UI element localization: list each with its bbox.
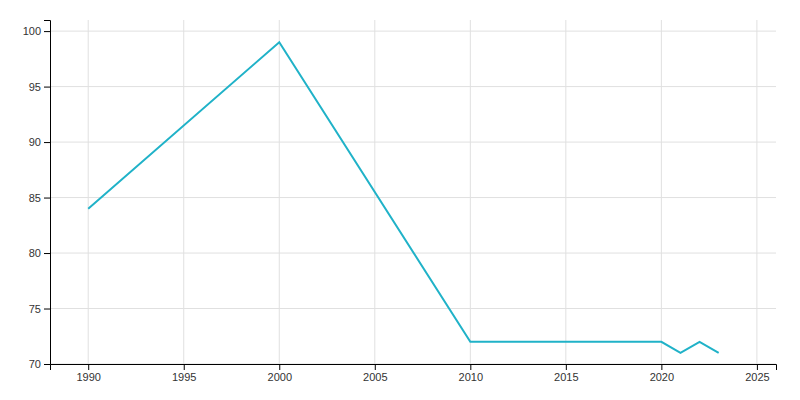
grid-line-x (661, 20, 662, 364)
x-tick-label: 2020 (650, 371, 674, 383)
y-tick-label: 90 (29, 136, 41, 148)
x-tick-mark (566, 364, 567, 370)
grid-line-x (88, 20, 89, 364)
y-tick: 80 (29, 247, 50, 259)
x-tick-mark (184, 364, 185, 370)
y-tick-mark (44, 198, 50, 199)
grid-line-y (50, 308, 776, 309)
y-tick-mark (44, 309, 50, 310)
y-tick: 100 (23, 25, 50, 37)
x-tick-mark (757, 364, 758, 370)
y-axis: 70 75 80 85 90 95 100 (23, 21, 51, 371)
y-tick-label: 95 (29, 81, 41, 93)
x-tick-mark (279, 364, 280, 370)
y-tick: 70 (29, 358, 50, 370)
x-axis: 1990 1995 2000 2005 2010 2015 2020 2025 (51, 364, 777, 383)
grid-line-y (50, 197, 776, 198)
y-tick: 85 (29, 192, 50, 204)
y-tick-label: 85 (29, 192, 41, 204)
y-tick-label: 70 (29, 358, 41, 370)
grid-line-x (183, 20, 184, 364)
marks (88, 42, 718, 353)
x-tick: 1990 (76, 364, 100, 383)
y-tick-label: 100 (23, 25, 41, 37)
x-tick-mark (470, 364, 471, 370)
x-tick: 2015 (554, 364, 578, 383)
y-tick-label: 80 (29, 247, 41, 259)
grid-line-y (50, 142, 776, 143)
x-tick-label: 2010 (459, 371, 483, 383)
y-tick: 75 (29, 303, 50, 315)
plot: 1990 1995 2000 2005 2010 2015 2020 2025 70 75 80 85… (23, 20, 777, 383)
y-tick-mark (44, 31, 50, 32)
x-axis-line (51, 365, 777, 371)
x-tick-mark (375, 364, 376, 370)
x-tick: 2000 (268, 364, 292, 383)
y-tick-mark (44, 364, 50, 365)
x-tick: 2020 (650, 364, 674, 383)
grid-line-x (279, 20, 280, 364)
y-axis-line (44, 21, 51, 365)
y-tick-mark (44, 253, 50, 254)
x-tick-label: 1990 (76, 371, 100, 383)
chart: 1990 1995 2000 2005 2010 2015 2020 2025 70 75 80 85… (0, 0, 800, 400)
x-tick: 2005 (363, 364, 387, 383)
x-tick-label: 2025 (745, 371, 769, 383)
x-tick-mark (661, 364, 662, 370)
x-tick-label: 2015 (554, 371, 578, 383)
grid-line-x (756, 20, 757, 364)
x-tick: 2010 (459, 364, 483, 383)
x-tick-label: 1995 (172, 371, 196, 383)
x-tick: 1995 (172, 364, 196, 383)
x-tick: 2025 (745, 364, 769, 383)
line (88, 42, 718, 353)
grid-line-y (50, 31, 776, 32)
grid (50, 20, 776, 364)
y-tick-label: 75 (29, 303, 41, 315)
grid-line-y (50, 86, 776, 87)
y-tick-mark (44, 87, 50, 88)
x-tick-mark (88, 364, 89, 370)
grid-line-x (565, 20, 566, 364)
y-tick-mark (44, 142, 50, 143)
x-tick-label: 2000 (268, 371, 292, 383)
y-tick: 90 (29, 136, 50, 148)
x-tick-label: 2005 (363, 371, 387, 383)
grid-line-x (470, 20, 471, 364)
y-tick: 95 (29, 81, 50, 93)
